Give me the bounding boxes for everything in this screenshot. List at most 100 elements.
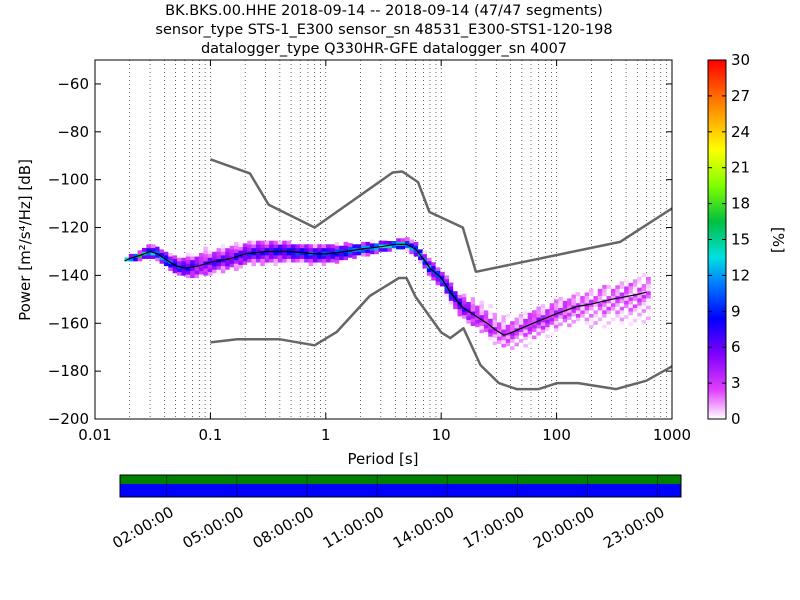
histogram-cell	[229, 241, 235, 246]
histogram-cell	[646, 280, 651, 285]
histogram-cell	[510, 320, 515, 325]
histogram-cell	[369, 239, 375, 244]
histogram-cell	[347, 246, 353, 251]
histogram-cell	[602, 302, 607, 307]
histogram-cell	[475, 312, 480, 317]
histogram-cell	[260, 258, 266, 263]
histogram-cell	[575, 292, 581, 297]
histogram-cell	[163, 258, 169, 263]
histogram-cell	[282, 262, 287, 267]
histogram-cell	[580, 320, 585, 325]
histogram-cell	[562, 296, 568, 301]
histogram-cell	[198, 245, 204, 250]
histogram-cell	[273, 262, 279, 267]
histogram-cell	[619, 288, 625, 293]
histogram-cell	[553, 306, 559, 311]
histogram-cell	[562, 311, 568, 316]
histogram-cell	[453, 287, 458, 292]
histogram-cell	[207, 271, 213, 276]
histogram-cell	[212, 262, 217, 267]
histogram-cell	[536, 331, 542, 336]
histogram-cell	[637, 319, 642, 324]
histogram-cell	[589, 320, 594, 325]
histogram-cell	[172, 265, 178, 270]
timeline-tick-label: 05:00:00	[180, 503, 247, 552]
histogram-cell	[523, 318, 528, 323]
colorbar-tick-label: 12	[731, 266, 750, 284]
histogram-cell	[225, 244, 230, 249]
histogram-cell	[242, 239, 248, 244]
histogram-cell	[553, 331, 559, 336]
histogram-cell	[317, 262, 322, 267]
histogram-cell	[571, 298, 577, 303]
histogram-cell	[190, 263, 195, 268]
histogram-cell	[133, 253, 138, 258]
histogram-cell	[457, 298, 463, 303]
histogram-cell	[558, 318, 564, 323]
histogram-cell	[510, 324, 515, 329]
histogram-cell	[150, 251, 156, 256]
histogram-cell	[404, 247, 410, 252]
histogram-cell	[299, 262, 305, 267]
histogram-cell	[159, 245, 165, 250]
histogram-cell	[286, 244, 292, 249]
histogram-cell	[361, 252, 366, 257]
histogram-cell	[133, 257, 138, 262]
histogram-cell	[374, 246, 379, 251]
histogram-cell	[369, 246, 375, 251]
histogram-cell	[273, 255, 279, 259]
histogram-cell	[637, 276, 642, 281]
histogram-cell	[260, 244, 266, 249]
histogram-cell	[497, 336, 502, 341]
histogram-cell	[238, 264, 244, 269]
histogram-cell	[181, 264, 187, 269]
histogram-cell	[606, 292, 612, 297]
histogram-cell	[155, 246, 160, 251]
histogram-cell	[518, 346, 524, 350]
histogram-cell	[553, 310, 559, 314]
histogram-cell	[540, 325, 546, 330]
x-tick-label: 10	[432, 426, 451, 444]
histogram-cell	[540, 304, 546, 309]
histogram-cell	[610, 295, 616, 300]
histogram-cell	[483, 331, 489, 336]
histogram-cell	[282, 251, 287, 256]
histogram-cell	[597, 320, 603, 325]
histogram-cell	[365, 249, 371, 253]
histogram-cell	[610, 299, 616, 304]
histogram-cell	[523, 343, 528, 348]
histogram-cell	[150, 244, 156, 249]
histogram-cell	[299, 247, 305, 252]
histogram-cell	[238, 246, 244, 251]
histogram-cell	[269, 262, 274, 267]
histogram-cell	[575, 320, 581, 325]
histogram-cell	[584, 310, 590, 314]
histogram-cell	[334, 245, 340, 250]
histogram-cell	[396, 245, 401, 250]
histogram-cell	[470, 296, 476, 301]
histogram-cell	[343, 256, 349, 261]
histogram-cell	[540, 336, 546, 341]
histogram-cell	[369, 250, 375, 255]
histogram-cell	[168, 249, 173, 253]
histogram-cell	[387, 247, 393, 252]
histogram-cell	[637, 294, 642, 299]
histogram-cell	[619, 320, 625, 325]
histogram-cell	[448, 293, 454, 298]
histogram-cell	[553, 313, 559, 318]
histogram-cell	[177, 253, 182, 258]
histogram-cell	[150, 255, 156, 259]
histogram-cell	[501, 314, 507, 319]
histogram-cell	[347, 243, 353, 247]
histogram-cell	[291, 262, 296, 267]
histogram-cell	[203, 253, 209, 258]
histogram-cell	[470, 293, 476, 298]
histogram-cell	[198, 267, 204, 271]
histogram-cell	[304, 258, 309, 263]
histogram-cell	[628, 314, 634, 319]
histogram-cell	[400, 245, 406, 250]
histogram-cell	[391, 244, 397, 249]
histogram-cell	[628, 282, 634, 287]
histogram-cell	[295, 258, 301, 263]
histogram-cell	[571, 323, 577, 328]
